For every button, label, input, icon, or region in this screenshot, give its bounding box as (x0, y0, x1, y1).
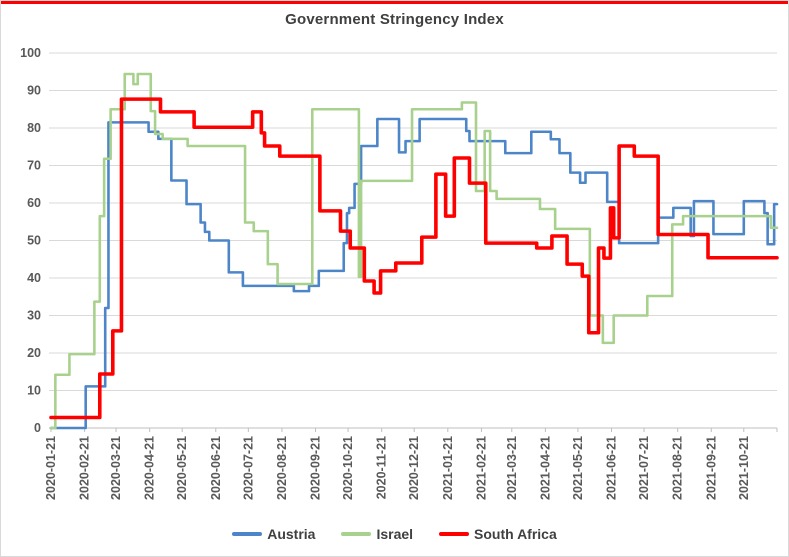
x-axis-label: 2020-04-21 (143, 436, 157, 500)
south-africa-line-swatch (439, 531, 470, 537)
x-axis-label: 2021-10-21 (737, 436, 751, 500)
y-axis-label: 40 (27, 271, 41, 285)
legend-item-austria: Austria (232, 526, 315, 542)
x-axis-label: 2020-12-21 (407, 436, 421, 500)
chart-legend: Austria Israel South Africa (1, 526, 788, 542)
y-axis-label: 10 (27, 384, 41, 398)
legend-label-south-africa: South Africa (474, 526, 557, 542)
x-axis-label: 2021-03-21 (505, 436, 519, 500)
legend-label-israel: Israel (376, 526, 414, 542)
chart-title: Government Stringency Index (285, 11, 504, 28)
y-axis-label: 30 (27, 309, 41, 323)
legend-item-israel: Israel (341, 526, 413, 542)
y-axis-label: 0 (34, 421, 41, 435)
x-axis-label: 2020-11-21 (375, 436, 389, 499)
israel-line-swatch (341, 532, 372, 536)
x-axis-label: 2020-02-21 (78, 436, 92, 500)
x-axis-label: 2021-07-21 (637, 436, 651, 500)
y-axis-label: 100 (20, 46, 41, 60)
x-axis-label: 2020-05-21 (175, 436, 189, 500)
x-axis-label: 2020-06-21 (209, 436, 223, 500)
x-axis-label: 2021-08-21 (671, 436, 685, 500)
austria-line-swatch (232, 532, 263, 536)
x-axis-label: 2021-04-21 (538, 436, 552, 500)
top-accent-bar (1, 1, 788, 4)
austria-series-line (49, 117, 779, 430)
x-axis-label: 2020-01-21 (44, 436, 58, 500)
y-axis-label: 20 (27, 346, 41, 360)
y-axis-label: 50 (27, 234, 41, 248)
x-axis-label: 2020-03-21 (109, 436, 123, 500)
x-axis-label: 2020-09-21 (309, 436, 323, 500)
x-axis-label: 2020-08-21 (275, 436, 289, 500)
x-axis-label: 2021-01-21 (441, 436, 455, 500)
x-axis-label: 2021-09-21 (704, 436, 718, 500)
y-axis-label: 90 (27, 84, 41, 98)
x-axis-label: 2021-06-21 (605, 436, 619, 500)
x-axis-label: 2020-10-21 (341, 436, 355, 500)
legend-item-south-africa: South Africa (439, 526, 557, 542)
y-axis-label: 80 (27, 121, 41, 135)
y-axis-label: 60 (27, 196, 41, 210)
legend-label-austria: Austria (267, 526, 316, 542)
x-axis-label: 2021-02-21 (474, 436, 488, 500)
x-axis-label: 2021-05-21 (571, 436, 585, 500)
x-axis-label: 2020-07-21 (241, 436, 255, 500)
israel-series-line (49, 72, 779, 430)
y-axis-label: 70 (27, 159, 41, 173)
south-africa-series-line (49, 97, 779, 420)
